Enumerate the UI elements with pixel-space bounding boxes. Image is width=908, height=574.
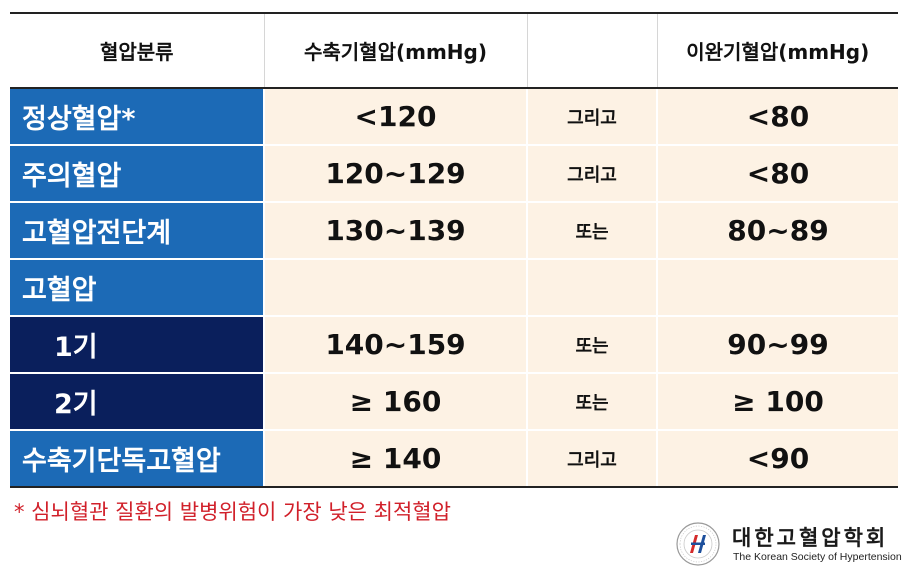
footnote: * 심뇌혈관 질환의 발병위험이 가장 낮은 최적혈압 — [14, 500, 451, 524]
row-systolic: <120 — [263, 88, 527, 146]
header-systolic: 수축기혈압(mmHg) — [263, 12, 527, 89]
row-diastolic: <90 — [656, 430, 898, 488]
row-systolic — [263, 259, 527, 317]
row-diastolic — [656, 259, 898, 317]
row-connector: 또는 — [526, 202, 657, 260]
row-connector: 그리고 — [526, 430, 657, 488]
row-category: 정상혈압* — [10, 88, 264, 146]
table-row: 2기 ≥ 160 또는 ≥ 100 — [10, 373, 898, 431]
row-category: 주의혈압 — [10, 145, 264, 203]
row-connector: 그리고 — [526, 88, 657, 146]
row-diastolic: <80 — [656, 88, 898, 146]
row-category: 고혈압전단계 — [10, 202, 264, 260]
row-diastolic: <80 — [656, 145, 898, 203]
row-connector: 또는 — [526, 373, 657, 431]
society-emblem-icon — [676, 522, 720, 566]
row-connector: 또는 — [526, 316, 657, 374]
table-row: 주의혈압 120~129 그리고 <80 — [10, 145, 898, 203]
table-row: 고혈압전단계 130~139 또는 80~89 — [10, 202, 898, 260]
header-diastolic: 이완기혈압(mmHg) — [656, 12, 898, 89]
row-category: 2기 — [10, 373, 264, 431]
society-logo: 대한고혈압학회 The Korean Society of Hypertensi… — [676, 520, 902, 568]
row-systolic: 120~129 — [263, 145, 527, 203]
row-diastolic: 90~99 — [656, 316, 898, 374]
table-row: 고혈압 — [10, 259, 898, 317]
society-name: 대한고혈압학회 — [732, 526, 889, 550]
table-row: 수축기단독고혈압 ≥ 140 그리고 <90 — [10, 430, 898, 488]
row-connector: 그리고 — [526, 145, 657, 203]
header-connector — [526, 12, 657, 89]
table-header-row: 혈압분류 수축기혈압(mmHg) 이완기혈압(mmHg) — [10, 12, 898, 89]
row-diastolic: 80~89 — [656, 202, 898, 260]
header-category: 혈압분류 — [10, 12, 264, 89]
row-category: 수축기단독고혈압 — [10, 430, 264, 488]
row-systolic: 130~139 — [263, 202, 527, 260]
row-category: 1기 — [10, 316, 264, 374]
row-category: 고혈압 — [10, 259, 264, 317]
table-row: 정상혈압* <120 그리고 <80 — [10, 88, 898, 146]
row-systolic: 140~159 — [263, 316, 527, 374]
row-systolic: ≥ 160 — [263, 373, 527, 431]
row-diastolic: ≥ 100 — [656, 373, 898, 431]
row-connector — [526, 259, 657, 317]
row-systolic: ≥ 140 — [263, 430, 527, 488]
blood-pressure-classification-table: 혈압분류 수축기혈압(mmHg) 이완기혈압(mmHg) 정상혈압* <120 … — [10, 12, 898, 488]
table-row: 1기 140~159 또는 90~99 — [10, 316, 898, 374]
society-name-english: The Korean Society of Hypertension — [733, 551, 902, 563]
